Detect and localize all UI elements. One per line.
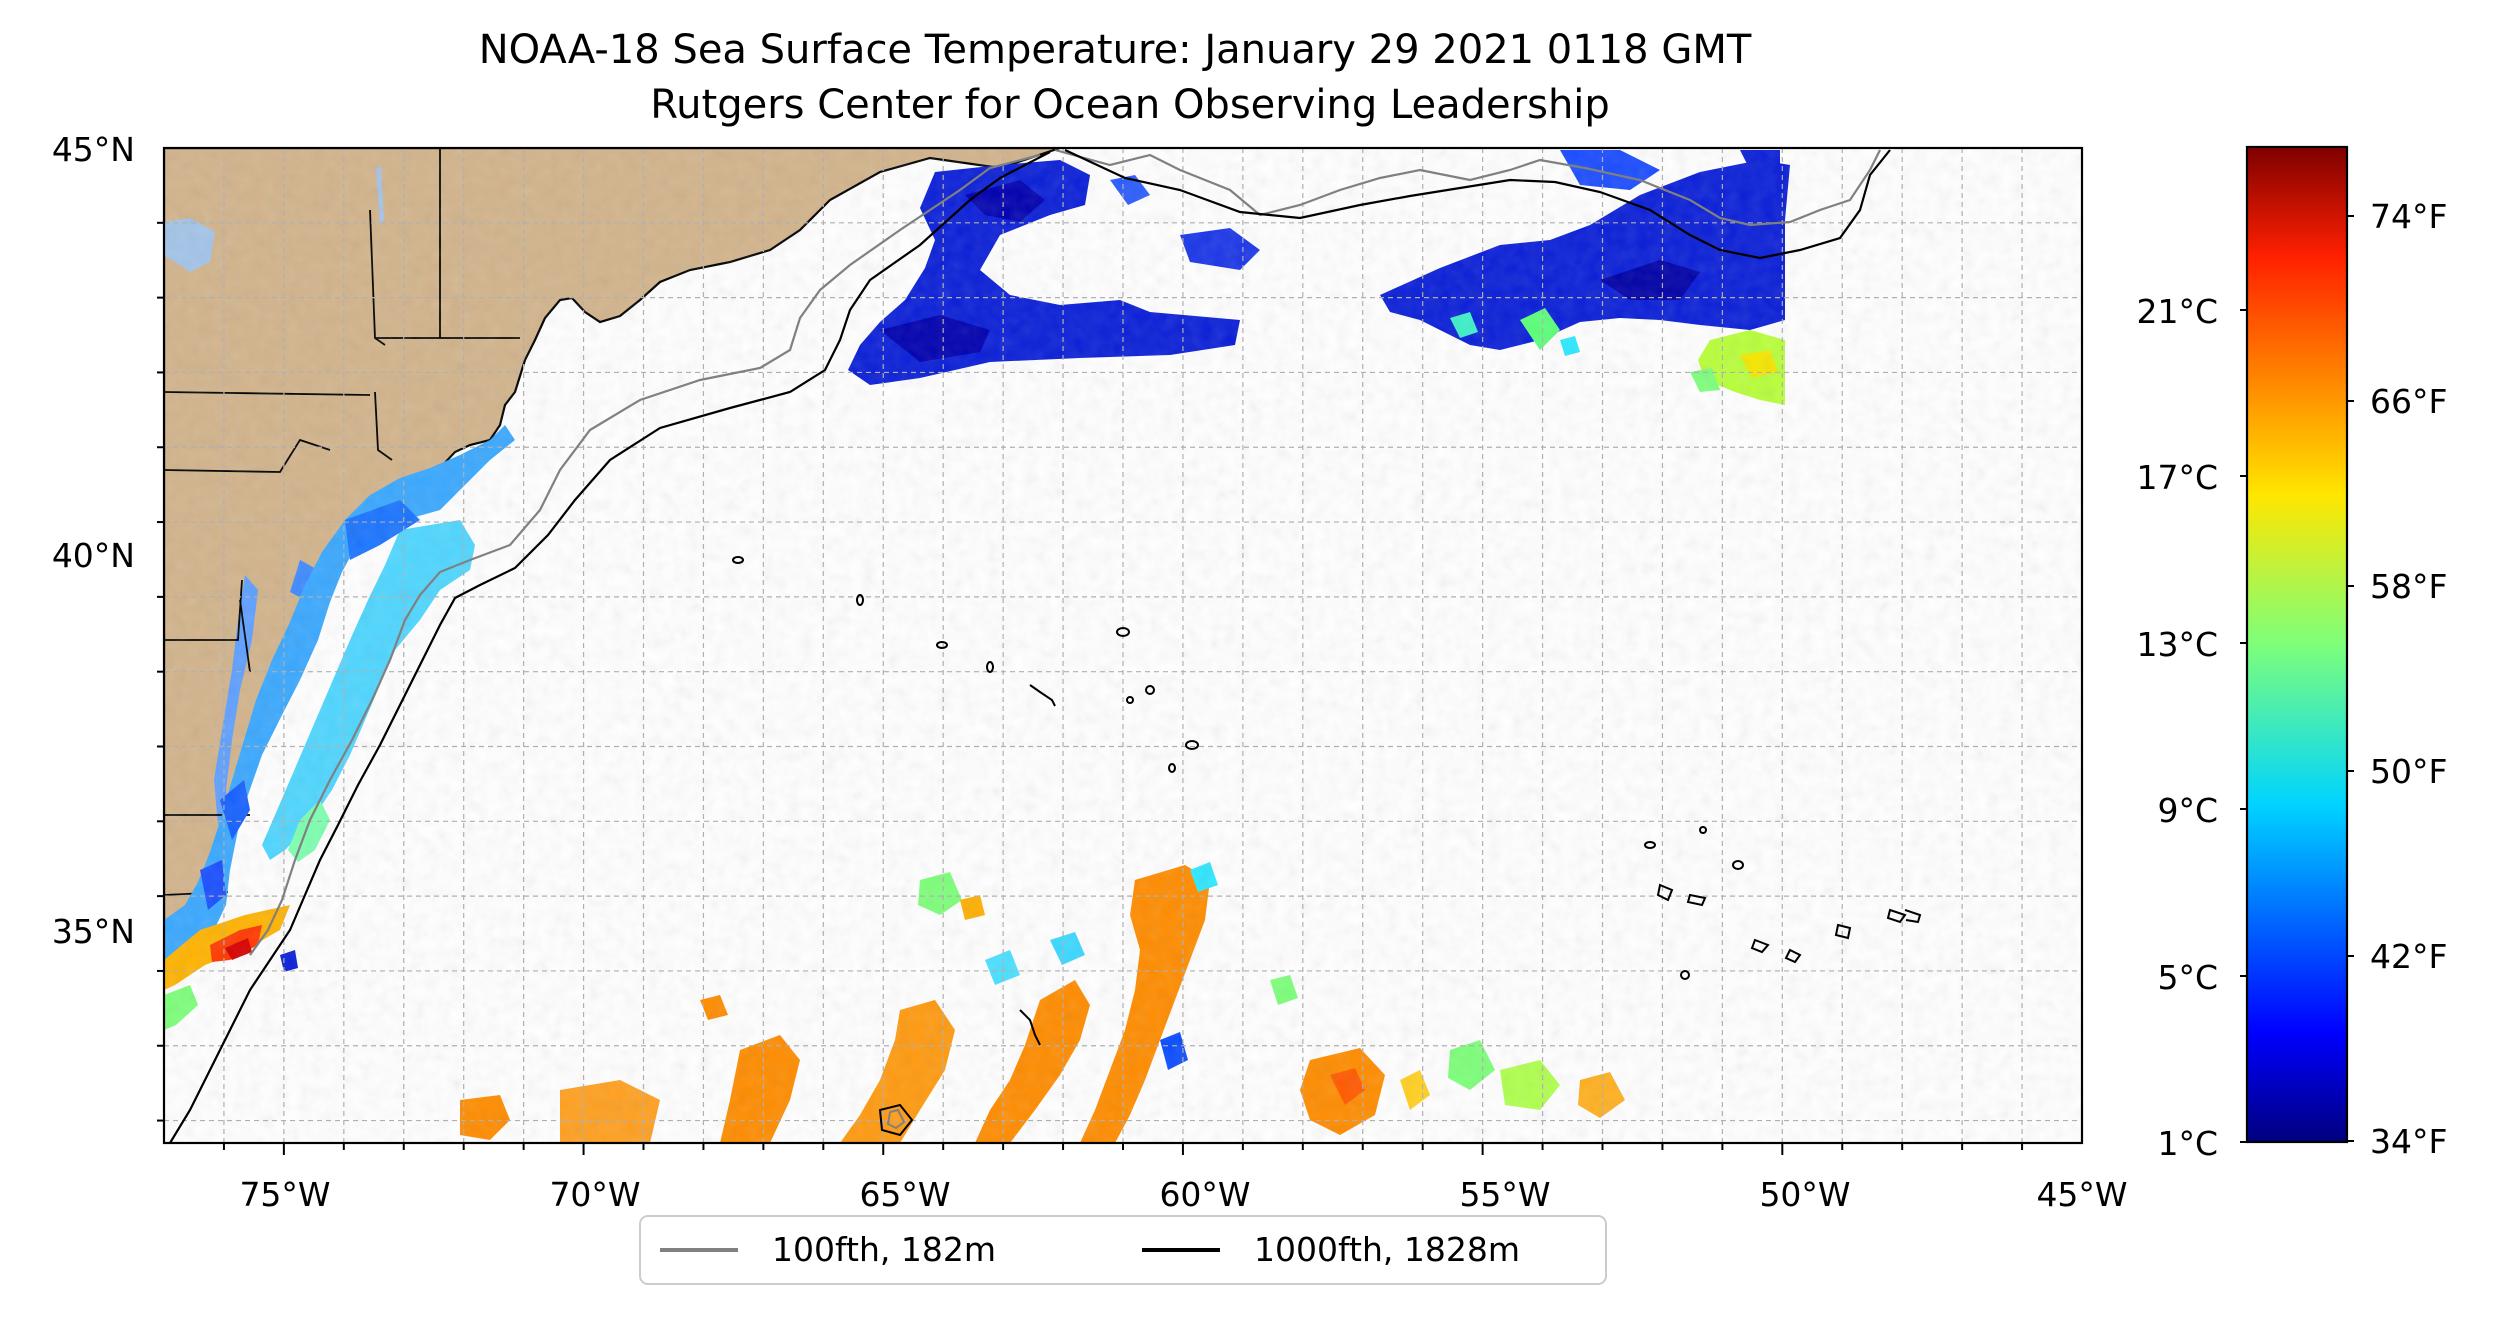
isobath-100fth	[249, 148, 1881, 956]
lon-label-60w: 60°W	[1159, 1175, 1250, 1214]
lat-label-35n: 35°N	[52, 912, 135, 951]
cbar-c-1: 1°C	[2157, 1124, 2218, 1163]
legend-label-100fth: 100fth, 182m	[772, 1230, 996, 1269]
colorbar: 21°C 17°C 13°C 9°C 5°C 1°C 74°F 66°F 58°…	[2136, 145, 2447, 1163]
lon-label-50w: 50°W	[1759, 1175, 1850, 1214]
cbar-c-9: 9°C	[2157, 791, 2218, 830]
gridlines	[164, 148, 2082, 1143]
colorbar-celsius-labels: 21°C 17°C 13°C 9°C 5°C 1°C	[2136, 292, 2218, 1163]
lon-label-65w: 65°W	[859, 1175, 950, 1214]
cbar-c-5: 5°C	[2157, 958, 2218, 997]
isobath-1000fth	[169, 149, 1891, 1143]
axis-ticks	[157, 221, 2024, 1155]
colorbar-fahrenheit-labels: 74°F 66°F 58°F 50°F 42°F 34°F	[2370, 197, 2447, 1161]
cbar-c-17: 17°C	[2136, 458, 2218, 497]
cbar-f-66: 66°F	[2370, 382, 2447, 421]
lat-label-40n: 40°N	[52, 536, 135, 575]
seamounts	[732, 556, 1922, 1137]
cbar-f-74: 74°F	[2370, 197, 2447, 236]
colorbar-gradient	[2245, 145, 2349, 1144]
legend-box	[639, 1215, 1607, 1285]
latitude-labels: 45°N 40°N 35°N	[52, 130, 135, 951]
title-line-1: NOAA-18 Sea Surface Temperature: January…	[479, 27, 1752, 73]
cbar-c-21: 21°C	[2136, 292, 2218, 331]
lon-label-75w: 75°W	[239, 1175, 330, 1214]
title-line-2: Rutgers Center for Ocean Observing Leade…	[650, 82, 1610, 128]
lon-label-70w: 70°W	[549, 1175, 640, 1214]
lon-label-55w: 55°W	[1459, 1175, 1550, 1214]
map-area	[164, 148, 2082, 1143]
lon-label-45w: 45°W	[2036, 1175, 2127, 1214]
longitude-labels: 75°W 70°W 65°W 60°W 55°W 50°W 45°W	[239, 1175, 2127, 1214]
legend-label-1000fth: 1000fth, 1828m	[1254, 1230, 1520, 1269]
cbar-f-42: 42°F	[2370, 937, 2447, 976]
cbar-f-50: 50°F	[2370, 752, 2447, 791]
legend: 100fth, 182m 1000fth, 1828m	[639, 1215, 1607, 1285]
cbar-f-34: 34°F	[2370, 1122, 2447, 1161]
cbar-c-13: 13°C	[2136, 625, 2218, 664]
lat-label-45n: 45°N	[52, 130, 135, 169]
cbar-f-58: 58°F	[2370, 567, 2447, 606]
